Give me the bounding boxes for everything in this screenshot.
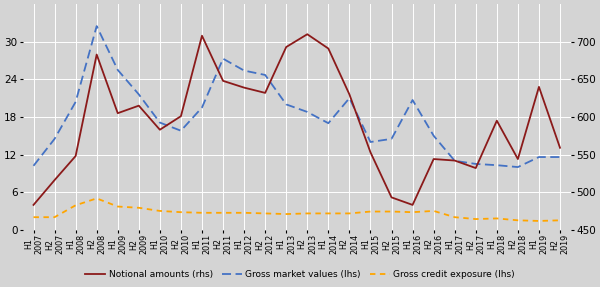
Legend: Notional amounts (rhs), Gross market values (lhs), Gross credit exposure (lhs): Notional amounts (rhs), Gross market val…	[82, 266, 518, 282]
